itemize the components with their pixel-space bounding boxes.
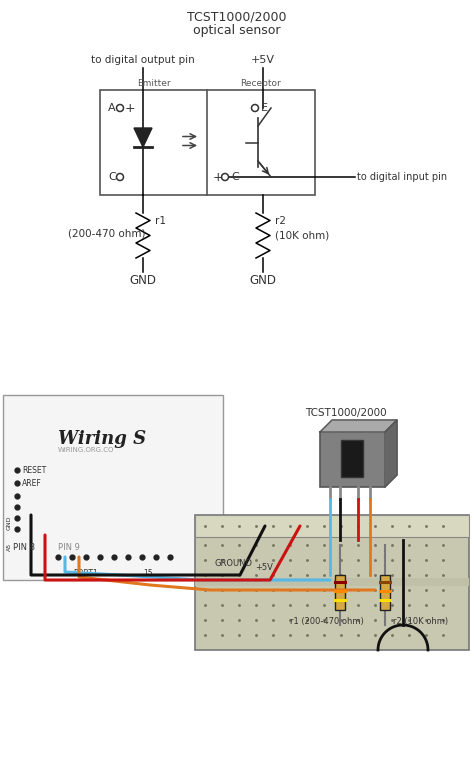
Text: A5: A5 <box>7 543 12 551</box>
Text: (10K ohm): (10K ohm) <box>275 230 329 240</box>
Text: +: + <box>213 171 224 184</box>
Text: TCST1000/2000: TCST1000/2000 <box>305 408 387 418</box>
Text: GROUND: GROUND <box>215 559 253 568</box>
Text: to digital output pin: to digital output pin <box>91 55 195 65</box>
Text: PIN 8: PIN 8 <box>13 543 35 552</box>
Bar <box>195 515 469 650</box>
Text: +5V: +5V <box>255 563 273 572</box>
Text: TCST1000/2000: TCST1000/2000 <box>187 10 287 23</box>
Bar <box>335 575 345 610</box>
Text: C: C <box>231 172 239 182</box>
Text: Receptor: Receptor <box>241 79 282 88</box>
Text: +5V: +5V <box>251 55 275 65</box>
Text: to digital input pin: to digital input pin <box>357 172 447 182</box>
Polygon shape <box>320 420 397 432</box>
Text: AREF: AREF <box>22 478 42 488</box>
Text: RESET: RESET <box>22 466 46 474</box>
Polygon shape <box>385 420 397 487</box>
Text: r1 (200-470 ohm): r1 (200-470 ohm) <box>290 617 364 626</box>
Text: PORT1: PORT1 <box>73 569 98 578</box>
Text: C: C <box>108 172 116 182</box>
Bar <box>341 440 363 477</box>
Text: WIRING.ORG.CO: WIRING.ORG.CO <box>58 447 114 453</box>
Text: A: A <box>108 103 116 113</box>
Bar <box>380 575 390 610</box>
Text: GND: GND <box>129 273 156 287</box>
Bar <box>100 90 315 195</box>
Bar <box>320 432 385 487</box>
Text: (200-470 ohm): (200-470 ohm) <box>68 228 146 238</box>
Text: PIN 9: PIN 9 <box>58 543 80 552</box>
Text: 15: 15 <box>143 569 153 578</box>
Text: r2 (10K ohm): r2 (10K ohm) <box>393 617 448 626</box>
Text: GND: GND <box>249 273 276 287</box>
Bar <box>195 515 469 537</box>
Text: +: + <box>125 101 136 115</box>
Text: Wiring S: Wiring S <box>58 430 146 448</box>
Text: Emitter: Emitter <box>137 79 170 88</box>
Text: GND: GND <box>7 516 12 530</box>
Text: E: E <box>261 103 268 113</box>
Polygon shape <box>134 128 152 147</box>
Text: r1: r1 <box>155 216 166 226</box>
Text: r2: r2 <box>275 216 286 226</box>
Text: optical sensor: optical sensor <box>193 24 281 37</box>
Bar <box>3 395 223 580</box>
Bar <box>195 578 469 586</box>
